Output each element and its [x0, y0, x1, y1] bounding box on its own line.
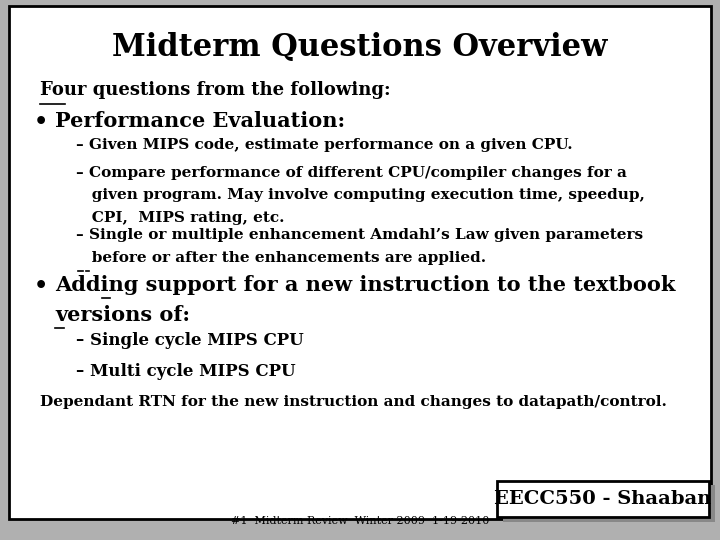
Text: given program. May involve computing execution time, speedup,: given program. May involve computing exe… — [76, 188, 644, 202]
Text: Midterm Questions Overview: Midterm Questions Overview — [112, 32, 608, 63]
Text: EECC550 - Shaaban: EECC550 - Shaaban — [495, 490, 711, 508]
Text: CPI,  MIPS rating, etc.: CPI, MIPS rating, etc. — [76, 211, 284, 225]
Text: •: • — [34, 275, 48, 298]
Text: – Single cycle MIPS CPU: – Single cycle MIPS CPU — [76, 332, 303, 349]
Text: Dependant RTN for the new instruction and changes to datapath/control.: Dependant RTN for the new instruction an… — [40, 395, 667, 409]
Text: – Given MIPS code, estimate performance on a given CPU.: – Given MIPS code, estimate performance … — [76, 138, 572, 152]
Text: •: • — [34, 111, 48, 133]
Text: – Single or multiple enhancement Amdahl’s Law given parameters: – Single or multiple enhancement Amdahl’… — [76, 228, 643, 242]
FancyBboxPatch shape — [503, 485, 715, 522]
Text: – Multi cycle MIPS CPU: – Multi cycle MIPS CPU — [76, 363, 295, 380]
Text: before or after the enhancements are applied.: before or after the enhancements are app… — [76, 251, 486, 265]
Text: Performance Evaluation:: Performance Evaluation: — [55, 111, 346, 131]
Text: Adding support for a new instruction to the textbook: Adding support for a new instruction to … — [55, 275, 676, 295]
Text: versions of:: versions of: — [55, 305, 190, 325]
FancyBboxPatch shape — [497, 481, 709, 517]
Text: – Compare performance of different CPU/compiler changes for a: – Compare performance of different CPU/c… — [76, 166, 626, 180]
Text: #1  Midterm Review  Winter 2009  1-19-2010: #1 Midterm Review Winter 2009 1-19-2010 — [231, 516, 489, 526]
FancyBboxPatch shape — [9, 6, 711, 519]
Text: Four questions from the following:: Four questions from the following: — [40, 81, 390, 99]
